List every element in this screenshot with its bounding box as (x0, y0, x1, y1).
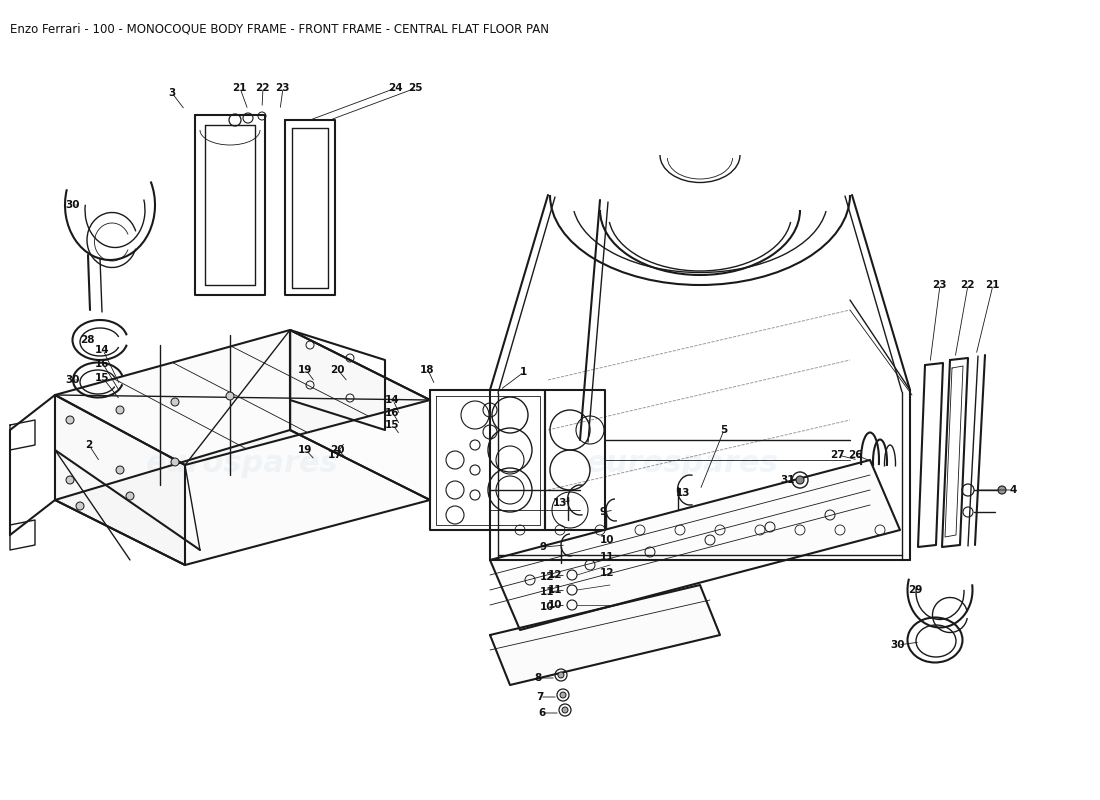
Text: 20: 20 (330, 365, 344, 375)
Text: 14: 14 (95, 345, 110, 355)
Text: 18: 18 (420, 365, 434, 375)
Circle shape (562, 707, 568, 713)
Text: eurospares: eurospares (585, 450, 779, 478)
Text: 29: 29 (908, 585, 923, 595)
Circle shape (170, 398, 179, 406)
Polygon shape (55, 430, 430, 565)
Polygon shape (490, 585, 720, 685)
Text: 24: 24 (388, 83, 403, 93)
Text: 13: 13 (676, 488, 691, 498)
Text: eurospares: eurospares (145, 450, 339, 478)
Text: 10: 10 (548, 600, 562, 610)
Text: 15: 15 (385, 420, 399, 430)
Text: 9: 9 (540, 542, 547, 552)
Text: 12: 12 (600, 568, 615, 578)
Polygon shape (55, 395, 185, 565)
Text: 27: 27 (830, 450, 845, 460)
Text: 2: 2 (85, 440, 92, 450)
Polygon shape (290, 330, 430, 500)
Text: 12: 12 (548, 570, 562, 580)
Circle shape (126, 492, 134, 500)
Text: 11: 11 (540, 587, 554, 597)
Text: 16: 16 (385, 408, 399, 418)
Text: 31: 31 (780, 475, 794, 485)
Text: 28: 28 (80, 335, 95, 345)
Text: 9: 9 (600, 507, 607, 517)
Polygon shape (55, 330, 430, 465)
Text: 23: 23 (275, 83, 289, 93)
Text: 22: 22 (255, 83, 270, 93)
Text: 6: 6 (538, 708, 546, 718)
Text: 17: 17 (328, 450, 342, 460)
Circle shape (66, 476, 74, 484)
Circle shape (116, 406, 124, 414)
Circle shape (998, 486, 1006, 494)
Text: Enzo Ferrari - 100 - MONOCOQUE BODY FRAME - FRONT FRAME - CENTRAL FLAT FLOOR PAN: Enzo Ferrari - 100 - MONOCOQUE BODY FRAM… (10, 22, 549, 35)
Circle shape (560, 692, 566, 698)
Text: 5: 5 (720, 425, 727, 435)
Text: 13: 13 (553, 498, 568, 508)
Text: 15: 15 (95, 373, 110, 383)
Text: 22: 22 (960, 280, 975, 290)
Text: 3: 3 (168, 88, 175, 98)
Text: 19: 19 (298, 445, 312, 455)
Text: 8: 8 (534, 673, 541, 683)
Text: 20: 20 (330, 445, 344, 455)
Circle shape (558, 672, 564, 678)
Text: 14: 14 (385, 395, 399, 405)
Text: 30: 30 (65, 200, 79, 210)
Text: 21: 21 (984, 280, 1000, 290)
Circle shape (116, 466, 124, 474)
Text: 4: 4 (1010, 485, 1018, 495)
Circle shape (170, 458, 179, 466)
Text: 11: 11 (600, 552, 615, 562)
Text: 21: 21 (232, 83, 246, 93)
Text: 10: 10 (600, 535, 615, 545)
Polygon shape (490, 460, 900, 630)
Text: 23: 23 (932, 280, 946, 290)
Text: 19: 19 (298, 365, 312, 375)
Text: 30: 30 (65, 375, 79, 385)
Text: 10: 10 (540, 602, 554, 612)
Text: 1: 1 (520, 367, 527, 377)
Circle shape (76, 502, 84, 510)
Circle shape (66, 416, 74, 424)
Text: 25: 25 (408, 83, 422, 93)
Circle shape (226, 392, 234, 400)
Text: 16: 16 (95, 359, 110, 369)
Text: 30: 30 (890, 640, 904, 650)
Text: 11: 11 (548, 585, 562, 595)
Text: 7: 7 (536, 692, 543, 702)
Text: 26: 26 (848, 450, 862, 460)
Text: 12: 12 (540, 572, 554, 582)
Circle shape (796, 476, 804, 484)
